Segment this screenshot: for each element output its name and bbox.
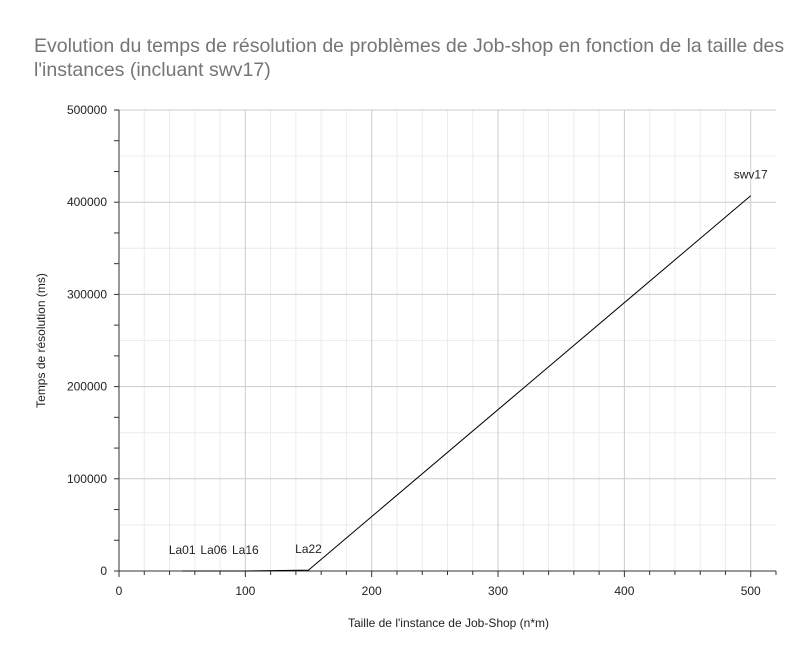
x-tick-label: 300 (488, 584, 508, 598)
y-tick-label: 300000 (67, 287, 107, 301)
point-labels: La01 La06 La16 La22 swv17 (169, 168, 768, 557)
x-tick-label: 100 (235, 584, 255, 598)
y-axis-title: Temps de résolution (ms) (34, 273, 48, 408)
y-tick-label: 100000 (67, 472, 107, 486)
y-tick-label: 200000 (67, 380, 107, 394)
point-label: La22 (295, 542, 322, 556)
y-tick-label: 0 (100, 564, 107, 578)
y-tick-label: 400000 (67, 195, 107, 209)
chart-title: Evolution du temps de résolution de prob… (34, 35, 785, 81)
tick-labels: 0 100 200 300 400 500 0 100000 200000 300000 40000… (67, 103, 761, 598)
x-tick-label: 400 (614, 584, 634, 598)
series-line (182, 195, 752, 572)
point-label: La16 (232, 543, 259, 557)
x-tick-label: 0 (116, 584, 123, 598)
grid (119, 109, 776, 571)
x-axis-title: Taille de l'instance de Job-Shop (n*m) (348, 616, 549, 630)
point-label: La06 (200, 543, 227, 557)
x-tick-label: 200 (362, 584, 382, 598)
point-label: La01 (169, 543, 196, 557)
series (182, 195, 752, 572)
x-tick-label: 500 (741, 584, 761, 598)
point-label: swv17 (734, 168, 768, 182)
y-tick-label: 500000 (67, 103, 107, 117)
axes (114, 109, 777, 577)
